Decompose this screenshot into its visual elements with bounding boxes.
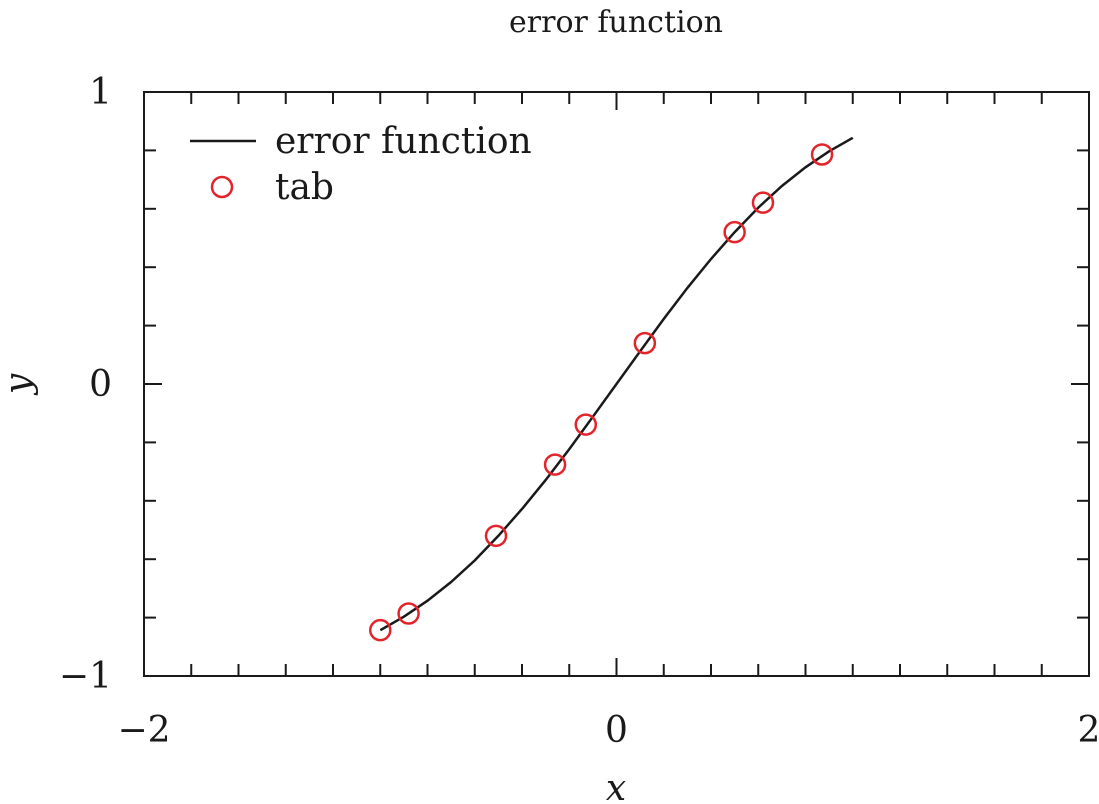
data-point-tab <box>484 524 508 548</box>
legend-marker-swatch <box>210 175 234 199</box>
data-point-tab <box>369 618 392 642</box>
y-tick-label: 1 <box>89 72 112 113</box>
legend-label-error-function: error function <box>275 121 532 162</box>
data-point-tab <box>723 220 746 244</box>
chart-title: error function <box>509 5 723 40</box>
data-point-tab <box>633 331 657 355</box>
data-point-tab <box>751 191 775 214</box>
series-layer <box>369 136 854 642</box>
tick-marks <box>144 92 1089 676</box>
y-tick-label: −1 <box>59 656 112 697</box>
x-tick-label: −2 <box>117 710 170 751</box>
x-tick-label: 0 <box>605 710 628 751</box>
legend: error function tab <box>190 121 532 208</box>
tick-labels: −2 0 2 −1 0 1 <box>59 72 1099 751</box>
data-point-tab <box>574 413 598 436</box>
data-point-tab <box>397 602 420 625</box>
y-tick-label: 0 <box>89 364 112 405</box>
x-tick-label: 2 <box>1078 710 1099 751</box>
series-line-error-function <box>379 136 854 632</box>
x-axis-label: x <box>606 768 626 804</box>
data-point-tab <box>810 143 834 166</box>
data-point-tab <box>543 453 567 476</box>
legend-label-tab: tab <box>275 167 334 208</box>
y-axis-label: y <box>0 373 39 396</box>
